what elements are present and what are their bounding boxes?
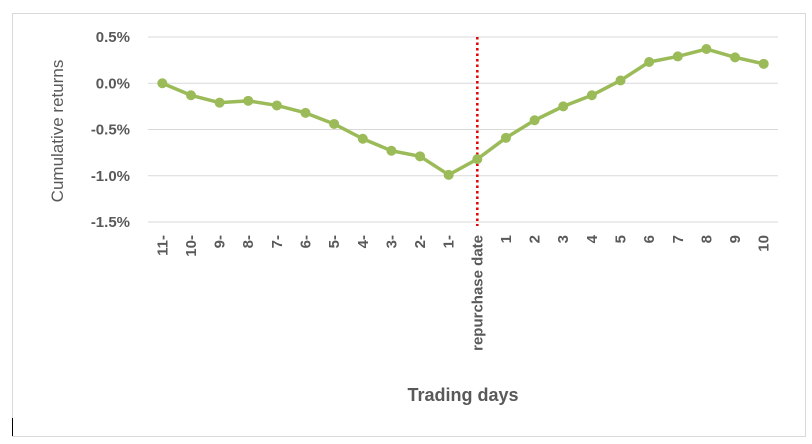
text-cursor (12, 418, 13, 436)
chart-frame (12, 13, 806, 437)
x-tick-label: 4- (355, 235, 372, 248)
y-tick-label: -1.5% (91, 214, 130, 231)
x-tick-label: 2- (412, 235, 429, 248)
data-point (214, 97, 225, 108)
x-tick-label: 8 (698, 235, 715, 243)
y-axis-title: Cumulative returns (48, 60, 67, 203)
series-group (157, 44, 769, 180)
series-line (161, 47, 765, 177)
gridlines (148, 36, 778, 223)
data-point (758, 58, 769, 69)
x-tick-label: 8- (240, 235, 257, 248)
y-axis-ticks: 0.5% 0.0% -0.5% -1.0% -1.5% (91, 29, 130, 231)
x-tick-label: repurchase date (469, 235, 486, 351)
y-tick-label: -0.5% (91, 122, 130, 139)
x-tick-label: 9- (212, 235, 229, 248)
data-point (329, 118, 340, 129)
x-tick-label: 5 (613, 235, 630, 243)
x-axis-ticks: 11- 10- 9- 8- 7- 6- 5- 4- 3- 2- 1- repurchase date 1… (154, 234, 772, 351)
x-tick-label: 6- (298, 235, 315, 248)
x-tick-label: 10 (756, 235, 773, 252)
data-point (644, 56, 655, 67)
data-point (472, 154, 483, 165)
x-tick-label: 4 (584, 234, 601, 243)
data-point (672, 51, 683, 62)
x-axis-title: Trading days (407, 385, 518, 405)
data-point (730, 52, 741, 63)
data-point (415, 151, 426, 162)
data-point (443, 169, 454, 180)
x-tick-label: 1- (441, 235, 458, 248)
data-point (357, 133, 368, 144)
x-tick-label: 3 (555, 235, 572, 243)
x-tick-label: 6 (641, 235, 658, 243)
x-tick-label: 2 (527, 235, 544, 243)
data-point (615, 75, 626, 86)
x-tick-label: 7- (269, 235, 286, 248)
y-tick-label: 0.5% (96, 29, 130, 46)
y-tick-label: 0.0% (96, 75, 130, 92)
data-point (500, 132, 511, 143)
data-point (701, 44, 712, 55)
data-point (386, 145, 397, 156)
x-tick-label: 3- (383, 235, 400, 248)
data-point (243, 95, 254, 106)
x-tick-label: 10- (183, 235, 200, 257)
data-point (271, 100, 282, 111)
data-point (558, 101, 569, 112)
x-tick-label: 5- (326, 235, 343, 248)
x-tick-label: 11- (154, 235, 171, 256)
data-point (529, 115, 540, 126)
x-tick-label: 9 (727, 235, 744, 243)
x-tick-label: 7 (670, 235, 687, 243)
data-point (300, 107, 311, 118)
data-point (586, 90, 597, 101)
y-tick-label: -1.0% (91, 168, 130, 185)
x-tick-label: 1 (498, 235, 515, 243)
data-point (185, 90, 196, 101)
data-point (157, 78, 168, 89)
